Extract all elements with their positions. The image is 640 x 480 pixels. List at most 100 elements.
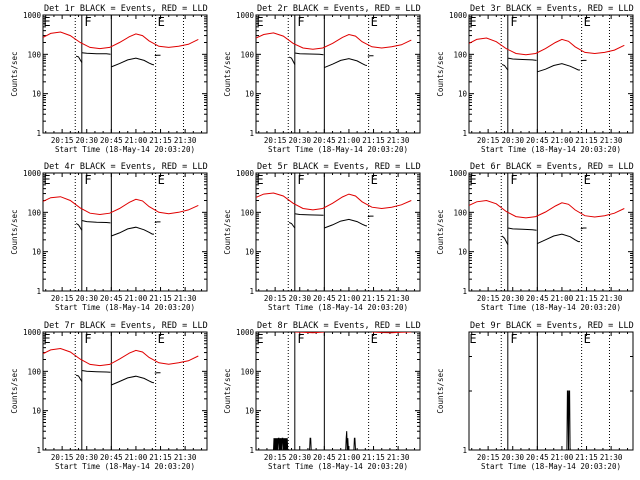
y-tick-label: 10 — [32, 248, 42, 257]
x-tick-label: 21:00 — [551, 453, 574, 462]
panel-title: Det 5r BLACK = Events, RED = LLD — [257, 162, 421, 172]
x-tick-label: 21:30 — [174, 294, 197, 303]
events-series-line — [537, 63, 580, 73]
x-tick-label: 21:30 — [600, 294, 623, 303]
series-group — [469, 37, 625, 73]
x-tick-label: 21:00 — [125, 453, 148, 462]
y-tick-label: 100 — [27, 50, 41, 59]
y-tick-label: 100 — [240, 367, 254, 376]
x-axis-label: Start Time (18-May-14 20:03:20) — [481, 462, 621, 471]
marker-label-e: E — [158, 332, 165, 346]
marker-label-f: F — [84, 332, 91, 346]
panel-title: Det 6r BLACK = Events, RED = LLD — [470, 162, 634, 172]
x-tick-label: 20:30 — [75, 453, 98, 462]
x-tick-label: 21:30 — [387, 453, 410, 462]
y-tick-label: 100 — [453, 50, 467, 59]
events-series-line — [75, 55, 83, 63]
events-series-line — [324, 58, 368, 69]
y-tick-label: 10 — [32, 407, 42, 416]
events-series-line — [81, 52, 111, 55]
x-axis-label: Start Time (18-May-14 20:03:20) — [268, 462, 408, 471]
y-tick-label: 1000 — [23, 328, 42, 337]
lld-series-line — [371, 332, 412, 334]
x-tick-label: 20:45 — [526, 453, 549, 462]
events-series-line — [537, 233, 580, 245]
y-axis-label: Counts/sec — [10, 368, 19, 413]
y-axis-label: Counts/sec — [223, 51, 232, 96]
x-tick-label: 21:15 — [149, 294, 172, 303]
x-tick-label: 20:30 — [288, 453, 311, 462]
x-tick-label: 20:30 — [501, 453, 524, 462]
events-series-line — [501, 235, 509, 245]
marker-label-f: F — [84, 173, 91, 187]
x-tick-label: 21:15 — [149, 453, 172, 462]
lld-series-line — [294, 332, 325, 334]
x-tick-label: 20:15 — [477, 453, 500, 462]
x-tick-label: 21:15 — [575, 136, 598, 145]
marker-label-f: F — [297, 332, 304, 346]
detector-panel-4: Det 4r BLACK = Events, RED = LLD 1 10 100 10… — [10, 162, 208, 312]
x-tick-label: 20:15 — [477, 294, 500, 303]
x-tick-label: 20:15 — [477, 136, 500, 145]
events-series-line — [273, 437, 289, 450]
events-series-line — [75, 374, 83, 382]
marker-label-e: E — [584, 332, 591, 346]
plot-frame — [468, 331, 634, 451]
lld-series-line — [469, 199, 625, 219]
marker-label-f: F — [510, 173, 517, 187]
y-axis-label: Counts/sec — [436, 209, 445, 254]
x-tick-label: 20:45 — [313, 453, 336, 462]
plot-frame — [42, 172, 208, 292]
y-tick-label: 1000 — [23, 11, 42, 20]
detector-panel-6: Det 6r BLACK = Events, RED = LLD 1 10 100 10… — [436, 162, 634, 312]
marker-label-e: E — [43, 332, 50, 346]
marker-label-e: E — [584, 15, 591, 29]
marker-label-e: E — [158, 173, 165, 187]
detector-panel-7: Det 7r BLACK = Events, RED = LLD 1 10 100 10… — [10, 321, 208, 471]
x-tick-label: 20:15 — [51, 453, 74, 462]
marker-label-e: E — [256, 332, 263, 346]
y-tick-label: 100 — [240, 208, 254, 217]
events-series-line — [288, 222, 296, 229]
x-tick-label: 21:00 — [125, 136, 148, 145]
events-series-line — [324, 218, 368, 229]
x-tick-label: 21:15 — [575, 453, 598, 462]
series-group — [43, 347, 199, 386]
detector-panel-5: Det 5r BLACK = Events, RED = LLD 1 10 100 10… — [223, 162, 421, 312]
x-axis-label: Start Time (18-May-14 20:03:20) — [268, 303, 408, 312]
y-tick-label: 1 — [36, 287, 41, 296]
x-axis-label: Start Time (18-May-14 20:03:20) — [481, 303, 621, 312]
plot-frame — [42, 331, 208, 451]
marker-label-f: F — [510, 15, 517, 29]
marker-label-e: E — [158, 15, 165, 29]
x-tick-label: 21:30 — [174, 453, 197, 462]
y-tick-label: 10 — [245, 90, 255, 99]
x-tick-label: 20:15 — [264, 136, 287, 145]
panel-title: Det 3r BLACK = Events, RED = LLD — [470, 4, 634, 14]
y-tick-label: 1000 — [236, 169, 255, 178]
detector-panel-1: Det 1r BLACK = Events, RED = LLD 1 10 100 10… — [10, 4, 208, 154]
lld-series-line — [256, 32, 412, 50]
marker-label-e: E — [43, 15, 50, 29]
x-tick-label: 21:00 — [338, 453, 361, 462]
x-tick-label: 21:00 — [551, 136, 574, 145]
plot-frame — [255, 331, 421, 451]
events-series-line — [111, 57, 155, 68]
lld-series-line — [469, 37, 625, 56]
x-tick-label: 21:15 — [362, 453, 385, 462]
marker-label-e: E — [584, 173, 591, 187]
x-tick-label: 21:30 — [600, 136, 623, 145]
x-tick-label: 20:15 — [264, 453, 287, 462]
marker-label-e: E — [256, 15, 263, 29]
plot-frame — [468, 172, 634, 292]
x-tick-label: 20:30 — [288, 136, 311, 145]
detector-panel-3: Det 3r BLACK = Events, RED = LLD 1 10 100 10… — [436, 4, 634, 154]
x-tick-label: 20:15 — [51, 136, 74, 145]
plot-frame — [255, 172, 421, 292]
marker-label-e: E — [371, 173, 378, 187]
x-axis-label: Start Time (18-May-14 20:03:20) — [481, 145, 621, 154]
x-tick-label: 21:00 — [551, 294, 574, 303]
plot-frame — [255, 14, 421, 134]
events-series-line — [294, 52, 324, 56]
x-tick-label: 20:45 — [100, 294, 123, 303]
